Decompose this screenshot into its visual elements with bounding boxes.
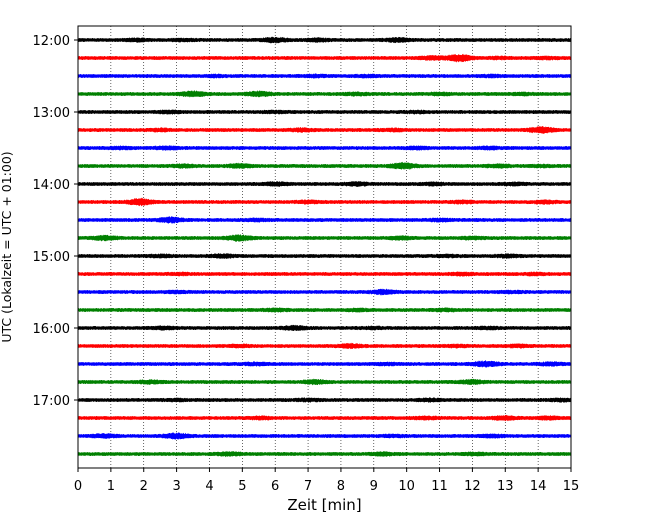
trace-1615 bbox=[77, 342, 572, 350]
trace-1345 bbox=[77, 161, 572, 170]
trace-1500 bbox=[77, 253, 572, 259]
trace-1330 bbox=[77, 145, 572, 152]
x-tick-label: 13 bbox=[497, 479, 514, 494]
x-tick-label: 10 bbox=[398, 479, 415, 494]
trace-1200 bbox=[77, 36, 572, 44]
trace-1730 bbox=[77, 432, 572, 440]
trace-1700 bbox=[77, 397, 572, 403]
trace-1430 bbox=[77, 216, 572, 224]
trace-1545 bbox=[77, 307, 572, 313]
trace-1515 bbox=[77, 271, 572, 277]
x-tick-label: 2 bbox=[140, 479, 148, 494]
plot-frame bbox=[77, 25, 572, 469]
x-tick-label: 15 bbox=[563, 479, 580, 494]
x-tick-label: 5 bbox=[238, 479, 246, 494]
seismic-traces bbox=[77, 36, 572, 458]
x-axis-ticks: 0 1 2 3 4 5 6 7 8 9 10 11 12 13 14 15 bbox=[74, 468, 579, 494]
trace-1315 bbox=[77, 125, 572, 134]
x-tick-label: 0 bbox=[74, 479, 82, 494]
x-tick-label: 12 bbox=[464, 479, 481, 494]
trace-1215 bbox=[77, 53, 572, 63]
trace-1400 bbox=[77, 180, 572, 188]
x-tick-label: 3 bbox=[172, 479, 180, 494]
x-tick-label: 9 bbox=[370, 479, 378, 494]
x-tick-label: 4 bbox=[205, 479, 213, 494]
x-axis-label: Zeit [min] bbox=[287, 496, 361, 514]
trace-1445 bbox=[77, 233, 572, 242]
y-tick-label: 16:00 bbox=[33, 322, 70, 337]
trace-1630 bbox=[77, 360, 572, 368]
trace-1645 bbox=[77, 378, 572, 386]
y-tick-label: 17:00 bbox=[33, 394, 70, 409]
y-tick-label: 14:00 bbox=[33, 178, 70, 193]
y-axis-ticks: 12:00 13:00 14:00 15:00 16:00 17:00 bbox=[33, 34, 78, 409]
y-axis-label: UTC (Lokalzeit = UTC + 01:00) bbox=[0, 151, 14, 342]
trace-1245 bbox=[77, 90, 572, 98]
x-tick-label: 7 bbox=[304, 479, 312, 494]
trace-1230 bbox=[77, 73, 572, 79]
y-tick-label: 13:00 bbox=[33, 106, 70, 121]
y-tick-label: 15:00 bbox=[33, 250, 70, 265]
y-tick-label: 12:00 bbox=[33, 34, 70, 49]
x-tick-label: 6 bbox=[271, 479, 279, 494]
x-tick-label: 11 bbox=[431, 479, 448, 494]
trace-1300 bbox=[77, 109, 572, 115]
x-tick-label: 14 bbox=[530, 479, 547, 494]
trace-1600 bbox=[77, 324, 572, 332]
x-tick-label: 8 bbox=[337, 479, 345, 494]
trace-1530 bbox=[77, 288, 572, 296]
trace-1415 bbox=[77, 197, 572, 207]
x-tick-label: 1 bbox=[107, 479, 115, 494]
trace-1715 bbox=[77, 414, 572, 422]
trace-1745 bbox=[77, 450, 572, 458]
